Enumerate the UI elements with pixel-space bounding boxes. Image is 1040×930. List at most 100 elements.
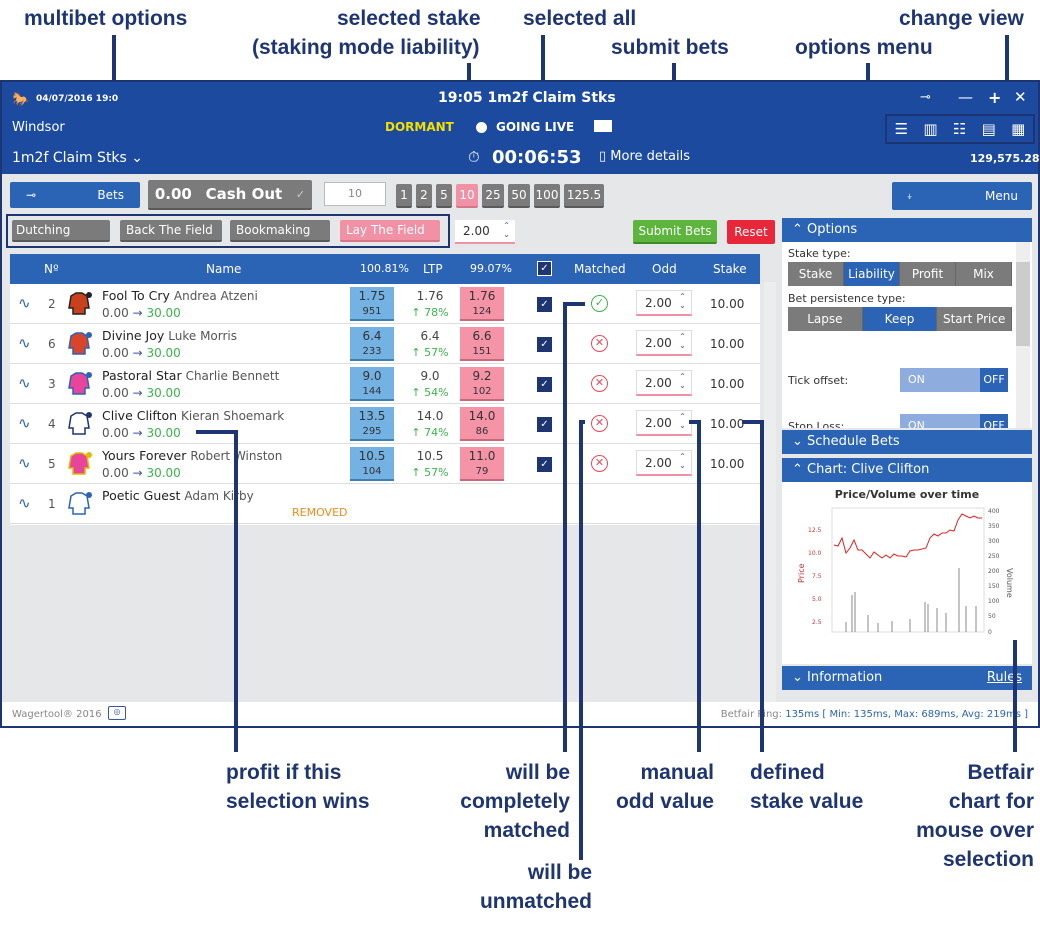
runner-name[interactable]: Yours Forever Robert Winston [102, 448, 283, 463]
stake-value: 10.00 [710, 377, 745, 391]
back-price[interactable]: 9.0 144 [350, 367, 394, 401]
lay-price[interactable]: 11.0 79 [460, 447, 504, 481]
annotation-multibet: multibet options [24, 7, 188, 30]
select-checkbox[interactable]: ✓ [537, 417, 552, 432]
submit-bets-button[interactable]: Submit Bets [633, 220, 717, 244]
table-row[interactable]: ∿ 5 Yours Forever Robert Winston 0.00 → 3… [10, 444, 760, 484]
multibet-lay-the-field[interactable]: Lay The Field [340, 220, 440, 242]
tick-offset-toggle[interactable]: ON OFF [900, 368, 1008, 392]
lay-price[interactable]: 1.76 124 [460, 287, 504, 321]
minimize-icon[interactable]: — [958, 88, 973, 106]
stake-type-liability[interactable]: Liability [844, 262, 900, 286]
options-header[interactable]: ⌃ Options [782, 218, 1032, 242]
view-2-icon[interactable]: ▥ [923, 120, 938, 138]
view-4-icon[interactable]: ▤ [981, 120, 996, 138]
odd-input[interactable]: 2.00 ⌃ ⌄ [636, 370, 692, 396]
pin-icon[interactable]: ⊸ [920, 90, 931, 105]
persistence-start-price[interactable]: Start Price [937, 307, 1013, 331]
chart-toggle-icon[interactable]: ∿ [18, 414, 31, 432]
information-header[interactable]: ⌄ Information Rules [782, 666, 1032, 690]
chart-svg: Price Volume 2.5 5.0 7.5 10.0 12.5 0 50 100 150… [797, 507, 1014, 636]
chart-toggle-icon[interactable]: ∿ [18, 494, 31, 512]
market-selector[interactable]: 1m2f Claim Stks ⌄ [12, 150, 144, 166]
chart-toggle-icon[interactable]: ∿ [18, 294, 31, 312]
options-scrollbar[interactable] [1016, 242, 1030, 428]
select-checkbox[interactable]: ✓ [537, 457, 552, 472]
select-all-checkbox[interactable]: ✓ [537, 261, 552, 276]
table-row[interactable]: ∿ 6 Divine Joy Luke Morris 0.00 → 30.00 6… [10, 324, 760, 364]
wagertool-window: 🐎 04/07/2016 19:0 19:05 1m2f Claim Stks … [0, 80, 1040, 728]
last-traded-price: 14.0 ↑ 74% [411, 409, 449, 439]
lay-price[interactable]: 6.6 151 [460, 327, 504, 361]
runner-name[interactable]: Pastoral Star Charlie Bennett [102, 368, 280, 383]
stake-preset-50[interactable]: 50 [508, 184, 530, 208]
camera-icon[interactable]: ◎ [108, 706, 126, 720]
last-traded-price: 9.0 ↑ 54% [411, 369, 449, 399]
stake-preset-2[interactable]: 2 [416, 184, 432, 208]
view-5-icon[interactable]: ▦ [1011, 120, 1026, 138]
stake-value: 10.00 [710, 297, 745, 311]
close-icon[interactable]: ✕ [1014, 88, 1027, 106]
ping-value: 135ms [ Min: 135ms, Max: 689ms, Avg: 219… [785, 709, 1028, 720]
stake-type-profit[interactable]: Profit [900, 262, 956, 286]
back-price[interactable]: 1.75 951 [350, 287, 394, 321]
odd-input[interactable]: 2.00 ⌃ ⌄ [636, 450, 692, 476]
lay-price[interactable]: 9.2 102 [460, 367, 504, 401]
reset-button[interactable]: Reset [727, 220, 775, 244]
stop-loss-toggle[interactable]: ON OFF [900, 414, 1008, 428]
stake-type-stake[interactable]: Stake [788, 262, 844, 286]
multibet-dutching[interactable]: Dutching [12, 220, 110, 242]
stake-preset-5[interactable]: 5 [436, 184, 452, 208]
table-row[interactable]: ∿ 2 Fool To Cry Andrea Atzeni 0.00 → 30.0… [10, 284, 760, 324]
chart-toggle-icon[interactable]: ∿ [18, 454, 31, 472]
annotation-submit: submit bets [611, 36, 729, 59]
stake-type-mix[interactable]: Mix [956, 262, 1012, 286]
svg-text:7.5: 7.5 [812, 573, 822, 580]
select-checkbox[interactable]: ✓ [537, 337, 552, 352]
grid-scrollbar[interactable] [764, 282, 776, 702]
persistence-lapse[interactable]: Lapse [788, 307, 863, 331]
table-row[interactable]: ∿ 1 Poetic Guest Adam Kirby REMOVED [10, 484, 760, 524]
lay-price[interactable]: 14.0 86 [460, 407, 504, 441]
runner-name[interactable]: Divine Joy Luke Morris [102, 328, 238, 343]
back-price[interactable]: 6.4 233 [350, 327, 394, 361]
runner-name[interactable]: Poetic Guest Adam Kirby [102, 488, 254, 503]
annotation-stake: defined stake value [750, 761, 864, 813]
persistence-keep[interactable]: Keep [862, 307, 938, 331]
chart-toggle-icon[interactable]: ∿ [18, 334, 31, 352]
chart-toggle-icon[interactable]: ∿ [18, 374, 31, 392]
table-row[interactable]: ∿ 3 Pastoral Star Charlie Bennett 0.00 → … [10, 364, 760, 404]
bets-button[interactable]: ⊸ Bets [10, 182, 140, 208]
odd-input[interactable]: 2.00 ⌃ ⌄ [636, 290, 692, 316]
stake-input[interactable]: 10 [324, 182, 386, 206]
schedule-bets-header[interactable]: ⌄ Schedule Bets [782, 430, 1032, 454]
cashout-button[interactable]: 0.00 Cash Out ✓ [148, 180, 312, 210]
video-icon[interactable] [594, 120, 612, 132]
maximize-icon[interactable]: + [988, 88, 1002, 107]
multibet-back-the-field[interactable]: Back The Field [120, 220, 222, 242]
runner-name[interactable]: Clive Clifton Kieran Shoemark [102, 408, 285, 423]
view-3-icon[interactable]: ☷ [952, 120, 967, 138]
menu-button[interactable]: ⍖ Menu [892, 182, 1032, 210]
matched-check-icon: ✓ [591, 295, 608, 312]
multibet-odd-input[interactable]: 2.00 ⌃ ⌄ [455, 220, 515, 244]
profit-loss: 0.00 → 30.00 [102, 466, 181, 480]
stake-preset-1[interactable]: 1 [396, 184, 412, 208]
stake-preset-125.5[interactable]: 125.5 [564, 184, 604, 208]
more-details-link[interactable]: ▯ More details [599, 149, 690, 164]
stake-preset-100[interactable]: 100 [534, 184, 560, 208]
runner-name[interactable]: Fool To Cry Andrea Atzeni [102, 288, 258, 303]
odd-input[interactable]: 2.00 ⌃ ⌄ [636, 330, 692, 356]
chart-header[interactable]: ⌃ Chart: Clive Clifton [782, 458, 1032, 482]
stake-preset-10[interactable]: 10 [456, 184, 478, 208]
select-checkbox[interactable]: ✓ [537, 297, 552, 312]
multibet-bookmaking[interactable]: Bookmaking [230, 220, 330, 242]
back-price[interactable]: 13.5 295 [350, 407, 394, 441]
table-row[interactable]: ∿ 4 Clive Clifton Kieran Shoemark 0.00 → … [10, 404, 760, 444]
select-checkbox[interactable]: ✓ [537, 377, 552, 392]
stake-preset-25[interactable]: 25 [482, 184, 504, 208]
svg-text:Price: Price [797, 563, 806, 583]
back-price[interactable]: 10.5 104 [350, 447, 394, 481]
view-1-icon[interactable]: ☰ [894, 120, 909, 138]
odd-input[interactable]: 2.00 ⌃ ⌄ [636, 410, 692, 436]
